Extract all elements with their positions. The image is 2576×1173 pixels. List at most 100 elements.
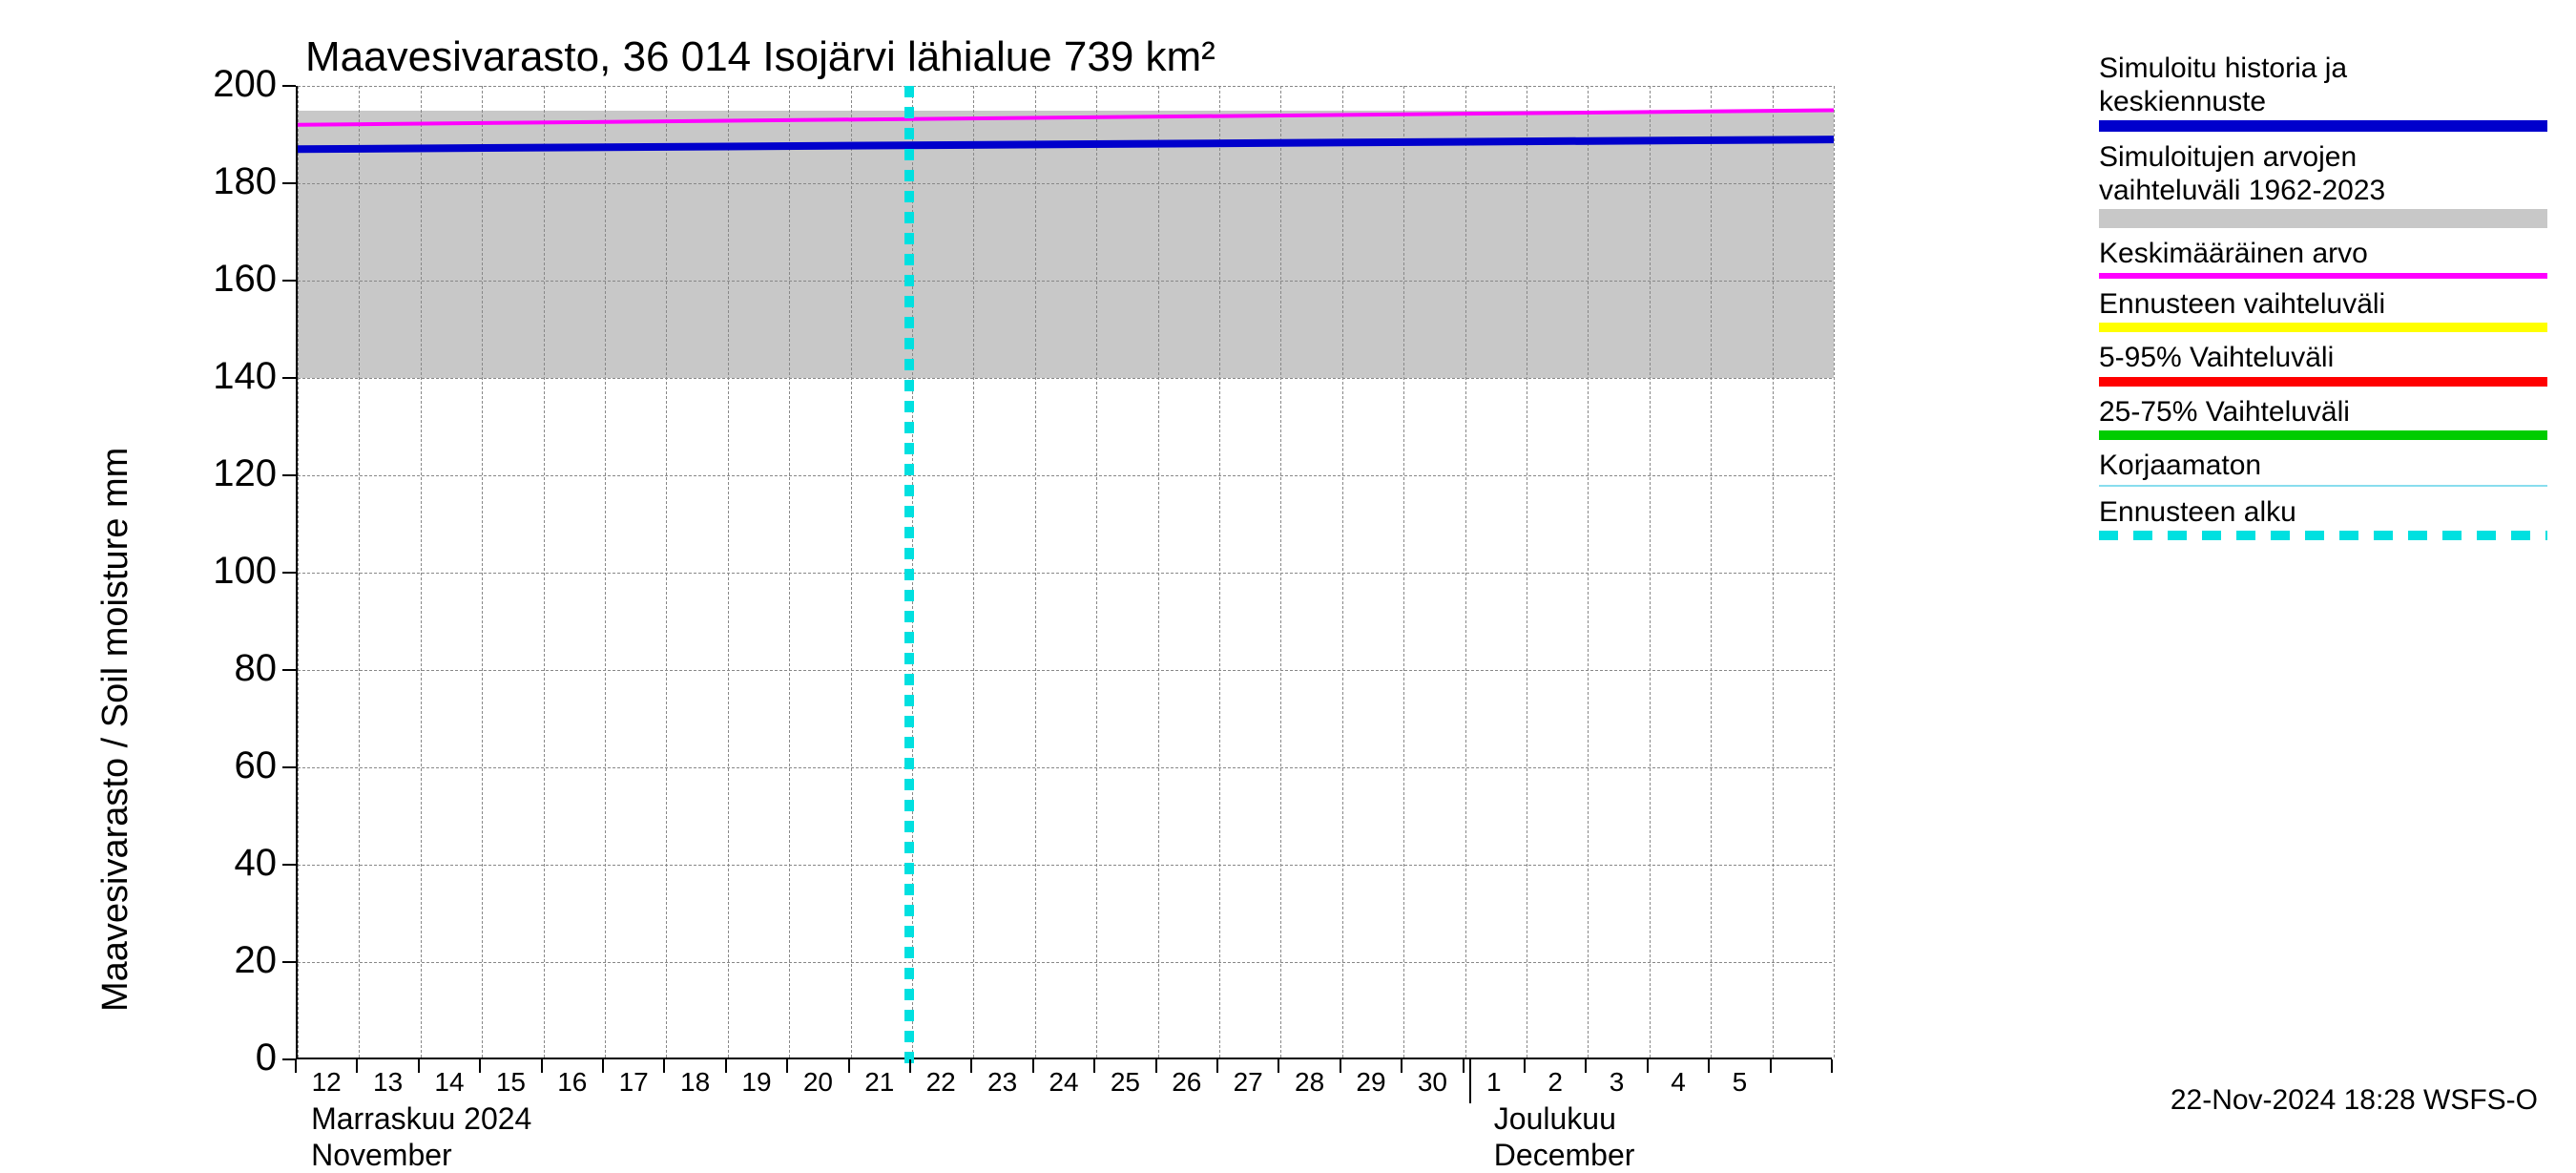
x-tick-mark — [1647, 1059, 1649, 1073]
x-tick-mark — [909, 1059, 911, 1073]
forecast-dash — [904, 443, 914, 454]
y-tick-label: 200 — [200, 63, 277, 106]
legend-item: Ennusteen vaihteluväli — [2099, 288, 2547, 333]
legend-item: 25-75% Vaihteluväli — [2099, 396, 2547, 441]
y-tick-mark — [282, 280, 296, 282]
legend-swatch — [2099, 377, 2547, 387]
legend-item: 5-95% Vaihteluväli — [2099, 342, 2547, 387]
forecast-dash — [904, 674, 914, 685]
legend-text: Ennusteen alku — [2099, 496, 2547, 530]
x-tick-label: 29 — [1356, 1067, 1385, 1098]
x-tick-label: 25 — [1111, 1067, 1140, 1098]
legend-item: Keskimääräinen arvo — [2099, 238, 2547, 279]
legend-swatch — [2099, 485, 2547, 487]
x-tick-label: 23 — [987, 1067, 1017, 1098]
forecast-dash — [904, 1010, 914, 1021]
x-tick-mark — [1216, 1059, 1218, 1073]
legend-item: Korjaamaton — [2099, 450, 2547, 487]
forecast-dash — [904, 1031, 914, 1042]
forecast-dash — [904, 233, 914, 244]
x-tick-mark — [295, 1059, 297, 1073]
forecast-dash — [904, 821, 914, 832]
forecast-dash — [904, 485, 914, 496]
forecast-dash — [904, 884, 914, 895]
x-tick-mark — [418, 1059, 420, 1073]
x-tick-label: 15 — [496, 1067, 526, 1098]
forecast-dash — [904, 905, 914, 916]
forecast-dash — [904, 422, 914, 433]
forecast-dash — [904, 527, 914, 538]
forecast-dash — [904, 548, 914, 559]
forecast-dash — [904, 926, 914, 937]
forecast-dash — [904, 128, 914, 139]
legend-swatch — [2099, 273, 2547, 279]
x-tick-label: 26 — [1172, 1067, 1201, 1098]
y-tick-label: 160 — [200, 258, 277, 301]
forecast-dash — [904, 317, 914, 328]
legend-swatch — [2099, 430, 2547, 440]
x-tick-label: 19 — [741, 1067, 771, 1098]
x-tick-mark — [479, 1059, 481, 1073]
x-tick-mark — [602, 1059, 604, 1073]
forecast-dash — [904, 86, 914, 97]
y-tick-label: 120 — [200, 452, 277, 495]
forecast-dash — [904, 968, 914, 979]
forecast-dash — [904, 779, 914, 790]
y-tick-label: 100 — [200, 550, 277, 593]
x-tick-label: 14 — [434, 1067, 464, 1098]
forecast-dash — [904, 632, 914, 643]
legend-swatch — [2099, 531, 2547, 540]
x-tick-label: 5 — [1733, 1067, 1748, 1098]
y-tick-mark — [282, 182, 296, 184]
y-tick-mark — [282, 474, 296, 476]
x-tick-label: 2 — [1548, 1067, 1563, 1098]
y-tick-mark — [282, 85, 296, 87]
forecast-dash — [904, 464, 914, 475]
y-tick-mark — [282, 961, 296, 963]
x-tick-mark — [356, 1059, 358, 1073]
legend: Simuloitu historia jakeskiennuste Simuloi… — [2099, 52, 2547, 550]
forecast-dash — [904, 401, 914, 412]
x-tick-mark — [786, 1059, 788, 1073]
legend-text: Simuloitu historia ja — [2099, 52, 2547, 86]
x-tick-mark — [1401, 1059, 1402, 1073]
x-tick-mark — [1340, 1059, 1341, 1073]
y-tick-label: 140 — [200, 355, 277, 398]
x-tick-label: 1 — [1486, 1067, 1502, 1098]
x-tick-label: 30 — [1418, 1067, 1447, 1098]
chart-container: Maavesivarasto, 36 014 Isojärvi lähialue… — [0, 0, 2576, 1145]
x-tick-mark — [1524, 1059, 1526, 1073]
forecast-dash — [904, 569, 914, 580]
y-tick-label: 20 — [200, 939, 277, 982]
x-tick-mark — [1278, 1059, 1279, 1073]
forecast-dash — [904, 275, 914, 286]
x-tick-mark — [970, 1059, 972, 1073]
y-tick-mark — [282, 864, 296, 866]
legend-text: keskiennuste — [2099, 86, 2547, 119]
grid-v — [1834, 86, 1835, 1058]
legend-swatch — [2099, 120, 2547, 132]
x-tick-mark — [1155, 1059, 1157, 1073]
forecast-dash — [904, 212, 914, 223]
y-axis-label: Maavesivarasto / Soil moisture mm — [95, 448, 136, 1012]
legend-text: Simuloitujen arvojen — [2099, 141, 2547, 175]
y-tick-mark — [282, 572, 296, 574]
month-label-fi: Joulukuu — [1494, 1101, 1616, 1137]
forecast-dash — [904, 170, 914, 181]
forecast-dash — [904, 359, 914, 370]
x-tick-label: 27 — [1234, 1067, 1263, 1098]
x-tick-label: 21 — [864, 1067, 894, 1098]
forecast-dash — [904, 380, 914, 391]
x-tick-label: 28 — [1295, 1067, 1324, 1098]
forecast-start-line — [904, 86, 914, 1058]
forecast-dash — [904, 695, 914, 706]
forecast-dash — [904, 191, 914, 202]
x-tick-mark — [1831, 1059, 1833, 1073]
forecast-dash — [904, 338, 914, 349]
forecast-dash — [904, 107, 914, 118]
forecast-dash — [904, 149, 914, 160]
forecast-dash — [904, 989, 914, 1000]
forecast-dash — [904, 590, 914, 601]
legend-swatch — [2099, 323, 2547, 332]
legend-text: Keskimääräinen arvo — [2099, 238, 2547, 271]
